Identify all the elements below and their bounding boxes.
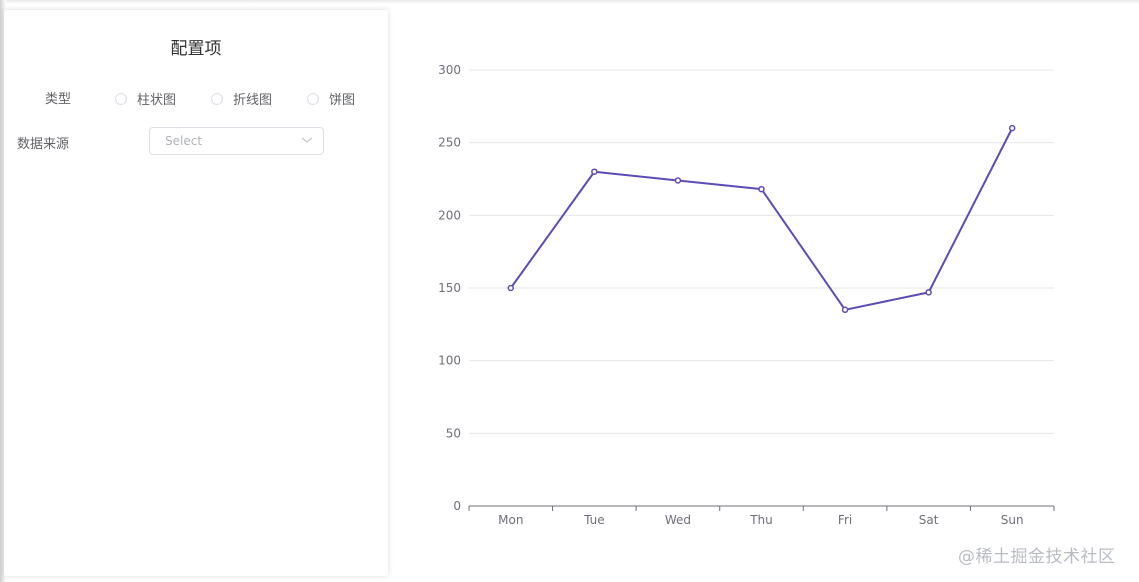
watermark: @稀土掘金技术社区 xyxy=(958,547,1116,567)
data-point xyxy=(925,289,932,296)
data-point xyxy=(841,306,849,314)
x-tick-label: Wed xyxy=(665,513,691,527)
x-tick-label: Fri xyxy=(838,513,852,527)
y-tick-label: 200 xyxy=(438,208,461,222)
radio-circle-icon[interactable] xyxy=(211,92,223,105)
y-tick-label: 0 xyxy=(453,499,461,513)
data-source-label: 数据来源 xyxy=(17,137,70,152)
y-tick-label: 150 xyxy=(438,281,461,295)
radio-line-chart[interactable]: 折线图 xyxy=(211,89,272,108)
data-point xyxy=(591,168,598,175)
x-tick-label: Tue xyxy=(583,513,605,527)
y-tick-label: 100 xyxy=(438,354,461,368)
data-point xyxy=(758,185,765,193)
radio-pie-chart[interactable]: 饼图 xyxy=(307,89,355,108)
series-line xyxy=(509,127,1014,311)
data-point xyxy=(507,284,515,292)
top-border xyxy=(0,0,1139,4)
y-tick-label: 250 xyxy=(438,136,461,150)
radio-circle-icon[interactable] xyxy=(307,92,319,105)
radio-bar-chart-label[interactable]: 柱状图 xyxy=(137,93,177,108)
x-tick-label: Thu xyxy=(749,513,773,527)
radio-pie-chart-label[interactable]: 饼图 xyxy=(329,93,356,108)
radio-bar-chart[interactable]: 柱状图 xyxy=(115,89,176,108)
radio-line-chart-label[interactable]: 折线图 xyxy=(233,93,273,108)
x-tick-label: Sun xyxy=(1001,513,1024,527)
x-tick-label: Sat xyxy=(919,513,939,527)
select-placeholder[interactable]: Select xyxy=(165,134,203,148)
type-label: 类型 xyxy=(45,92,72,107)
data-source-select[interactable]: Select xyxy=(149,127,324,155)
y-tick-label: 50 xyxy=(446,426,461,440)
data-point xyxy=(1008,124,1016,132)
line-chart: 0 50 100 150 200 250 300 Mon Tue Wed Thu Fri Sat Sun xyxy=(438,63,1055,527)
radio-circle-icon[interactable] xyxy=(115,92,127,105)
x-tick-label: Mon xyxy=(498,513,523,527)
left-edge-shadow xyxy=(0,0,6,582)
chevron-down-icon[interactable] xyxy=(301,135,313,145)
config-panel: 配置项 类型 柱状图 折线图 饼图 数据来源 Select xyxy=(4,10,388,576)
y-tick-label: 300 xyxy=(438,63,461,77)
data-point xyxy=(674,177,682,184)
panel-title: 配置项 xyxy=(170,39,222,59)
